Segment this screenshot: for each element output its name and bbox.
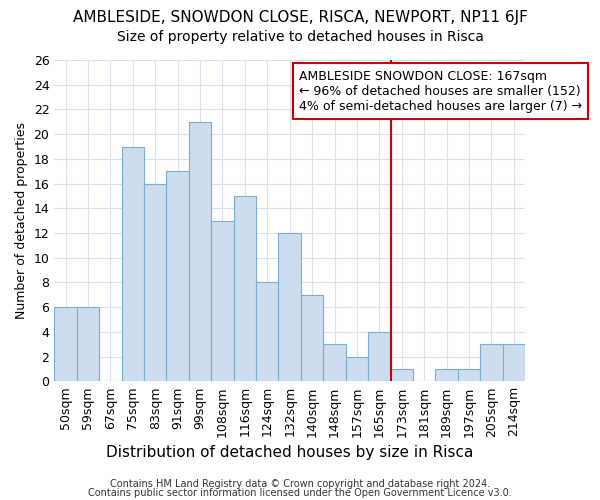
X-axis label: Distribution of detached houses by size in Risca: Distribution of detached houses by size … [106, 445, 473, 460]
Bar [256, 282, 278, 382]
Bar [368, 332, 391, 382]
Bar [233, 196, 256, 382]
Bar [391, 369, 413, 382]
Bar [480, 344, 503, 382]
Text: Size of property relative to detached houses in Risca: Size of property relative to detached ho… [116, 30, 484, 44]
Bar [323, 344, 346, 382]
Text: AMBLESIDE SNOWDON CLOSE: 167sqm
← 96% of detached houses are smaller (152)
4% of: AMBLESIDE SNOWDON CLOSE: 167sqm ← 96% of… [299, 70, 582, 112]
Text: Contains public sector information licensed under the Open Government Licence v3: Contains public sector information licen… [88, 488, 512, 498]
Bar [144, 184, 166, 382]
Bar [189, 122, 211, 382]
Text: Contains HM Land Registry data © Crown copyright and database right 2024.: Contains HM Land Registry data © Crown c… [110, 479, 490, 489]
Bar [211, 220, 233, 382]
Bar [458, 369, 480, 382]
Y-axis label: Number of detached properties: Number of detached properties [15, 122, 28, 319]
Bar [301, 295, 323, 382]
Bar [278, 233, 301, 382]
Bar [166, 171, 189, 382]
Bar [346, 356, 368, 382]
Bar [436, 369, 458, 382]
Bar [77, 307, 99, 382]
Bar [54, 307, 77, 382]
Bar [122, 146, 144, 382]
Bar [503, 344, 525, 382]
Text: AMBLESIDE, SNOWDON CLOSE, RISCA, NEWPORT, NP11 6JF: AMBLESIDE, SNOWDON CLOSE, RISCA, NEWPORT… [73, 10, 527, 25]
